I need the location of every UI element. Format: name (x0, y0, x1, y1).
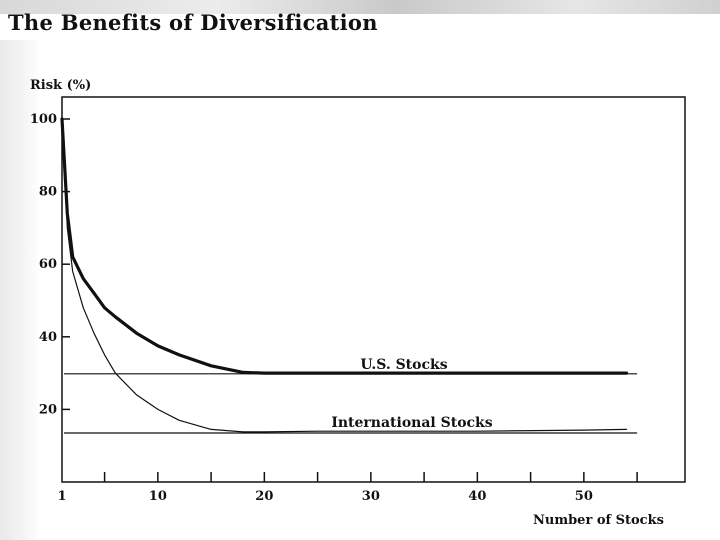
plot-frame (61, 96, 686, 483)
background-texture (0, 40, 40, 540)
x-tick-label: 20 (255, 489, 273, 504)
chart-title: The Benefits of Diversification (8, 10, 378, 35)
international-stocks-label: International Stocks (331, 415, 492, 431)
us-stocks-label: U.S. Stocks (360, 357, 447, 373)
y-tick-label: 60 (39, 257, 57, 272)
y-tick-label: 100 (30, 112, 57, 127)
x-tick-label: 40 (468, 489, 486, 504)
y-axis-title: Risk (%) (30, 78, 91, 93)
y-tick-label: 80 (39, 185, 57, 200)
x-tick-label: 30 (362, 489, 380, 504)
x-axis-title: Number of Stocks (533, 513, 664, 528)
y-tick-label: 40 (39, 330, 57, 345)
series-group: U.S. Stocks International Stocks (60, 117, 638, 434)
header-banner (0, 0, 720, 14)
us-stocks-line (60, 117, 629, 375)
x-tick-label: 50 (575, 489, 593, 504)
x-tick-label: 1 (57, 489, 66, 504)
axes: 100 80 60 40 20 1 10 20 30 40 50 (30, 112, 638, 504)
x-tick-label: 10 (149, 489, 167, 504)
international-stocks-line (61, 118, 628, 433)
y-tick-label: 20 (39, 402, 57, 417)
